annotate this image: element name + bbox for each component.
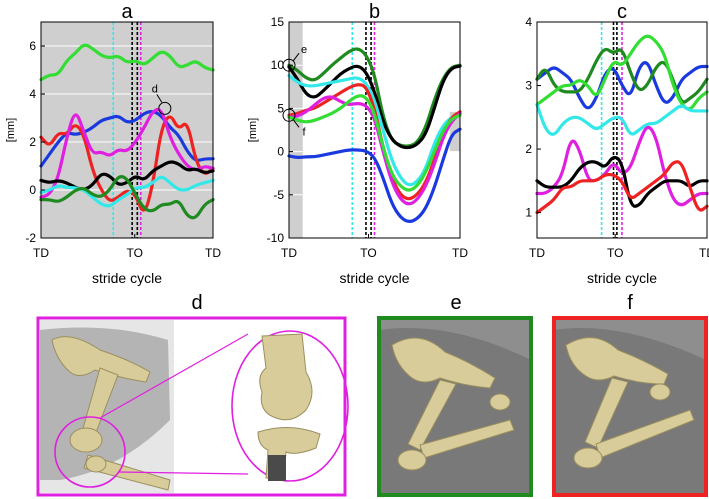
y-tick-label: 0	[277, 145, 284, 159]
x-tick-label: TO	[607, 246, 623, 260]
x-axis-label: stride cycle	[587, 270, 657, 286]
y-tick-label: 2	[525, 142, 532, 156]
panel-label-d: d	[191, 292, 202, 314]
image-panel-d: d	[36, 292, 349, 497]
x-tick-label: TD	[205, 246, 221, 260]
x-tick-label: TD	[699, 246, 709, 260]
series-line-2	[535, 34, 709, 111]
series-line-4	[287, 95, 462, 206]
y-tick-label: 0	[29, 183, 36, 197]
y-tick-label: 4	[525, 15, 532, 29]
series-line-0	[287, 47, 462, 148]
y-axis-label: [mm]	[247, 118, 259, 142]
series-line-4	[39, 160, 215, 191]
chart-c: 1 2 3 4 TD TO TD stride cycle c	[525, 1, 709, 286]
y-tick-label: 1	[525, 206, 532, 220]
panel-label-f: f	[627, 292, 633, 314]
series-line-2	[39, 115, 215, 212]
annotation-circle-e	[282, 58, 296, 72]
x-axis-label: stride cycle	[339, 270, 409, 286]
x-tick-label: TO	[127, 246, 143, 260]
y-tick-label: 3	[525, 79, 532, 93]
series-line-3	[535, 102, 709, 136]
x-tick-label: TO	[360, 246, 376, 260]
series-line-1	[287, 64, 462, 150]
x-tick-label: TD	[452, 246, 468, 260]
y-tick-label: -2	[25, 231, 36, 245]
panel-label-e: e	[450, 292, 461, 314]
y-tick-label: 15	[271, 15, 285, 29]
x-tick-label: TD	[33, 246, 49, 260]
series-line-2	[287, 73, 462, 187]
axis-frame	[536, 21, 708, 239]
y-tick-label: 10	[271, 58, 285, 72]
series-line-4	[535, 125, 709, 207]
zoom-knee-bones	[257, 333, 321, 481]
annotation-leader-d	[156, 94, 163, 103]
series-line-5	[39, 175, 215, 208]
panel-d-border	[36, 316, 347, 497]
chart-b: -10 -5 0 5 10 15 TD TO TD stride cycle [mm] b e f	[247, 1, 468, 286]
y-tick-label: 5	[277, 101, 284, 115]
annotation-label-d: d	[152, 83, 158, 95]
series-line-6	[287, 127, 462, 224]
y-tick-label: 4	[29, 87, 36, 101]
annotation-leader-f	[292, 119, 300, 128]
x-tick-label: TD	[529, 246, 545, 260]
series-line-5	[535, 155, 709, 208]
y-tick-label: -5	[273, 188, 284, 202]
panel-label-c: c	[617, 1, 627, 23]
y-axis-label: [mm]	[5, 118, 17, 142]
series-line-6	[535, 160, 709, 215]
chart-a: -2 0 2 4 6 TD TO TD stride cycle [mm] a d	[5, 1, 221, 286]
panel-f-border	[552, 316, 708, 497]
series-line-6	[39, 175, 215, 220]
y-tick-label: 6	[29, 39, 36, 53]
y-tick-label: 2	[29, 135, 36, 149]
axis-frame	[288, 21, 461, 239]
annotation-circle-d	[158, 101, 172, 115]
panel-f-bones	[565, 337, 695, 469]
y-tick-label: -10	[267, 231, 285, 245]
panel-label-b: b	[369, 1, 380, 23]
zoom-circle-small	[54, 416, 126, 488]
panel-e-bones	[391, 337, 515, 471]
series-line-3	[39, 107, 215, 199]
zoom-connector-bottom	[117, 471, 249, 475]
series-line-5	[287, 94, 462, 192]
panel-e-border	[377, 316, 533, 497]
zoom-connector-top	[99, 333, 249, 419]
annotation-circle-f	[282, 108, 296, 122]
x-axis-label: stride cycle	[92, 270, 162, 286]
image-panel-e: e	[377, 292, 533, 497]
annotation-leader-e	[292, 52, 300, 62]
axis-frame	[40, 21, 214, 239]
image-panel-f: f	[552, 292, 708, 497]
series-line-0	[39, 43, 215, 82]
x-tick-label: TD	[281, 246, 297, 260]
annotation-label-f: f	[302, 126, 306, 138]
annotation-label-e: e	[301, 44, 307, 56]
panel-label-a: a	[121, 1, 133, 23]
